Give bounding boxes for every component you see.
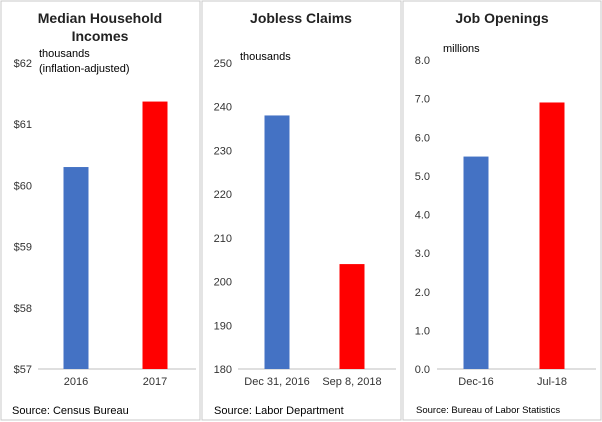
panel-3-bar-jul-18 bbox=[539, 102, 565, 370]
panel-1-unit-line-2: (inflation-adjusted) bbox=[39, 63, 130, 75]
panel-3-y-tick-label: 6.0 bbox=[415, 132, 430, 144]
panel-3-y-tick-label: 0.0 bbox=[415, 364, 430, 376]
panel-3-y-tick-label: 2.0 bbox=[415, 287, 430, 299]
panel-3-bar-dec-16 bbox=[463, 156, 489, 369]
panel-1-y-tick-label: $62 bbox=[14, 58, 32, 70]
panel-2-bar-sep-8-2018 bbox=[339, 264, 365, 369]
panel-1-title-line-1: Median Household bbox=[38, 10, 162, 26]
panel-1-y-tick-label: $59 bbox=[14, 242, 32, 254]
panel-2-frame bbox=[201, 0, 402, 421]
panel-2-y-tick-label: 190 bbox=[214, 320, 232, 332]
panel-1-frame bbox=[0, 0, 201, 421]
panel-3-title: Job Openings bbox=[455, 10, 549, 26]
panel-1-bar-2016 bbox=[63, 167, 89, 369]
panel-3-y-tick-label: 3.0 bbox=[415, 248, 430, 260]
panel-1-y-tick-label: $60 bbox=[14, 180, 32, 192]
panel-3-x-tick-label: Dec-16 bbox=[458, 376, 493, 388]
panel-3-x-tick-label: Jul-18 bbox=[537, 376, 567, 388]
panel-1-y-tick-label: $61 bbox=[14, 119, 32, 131]
panel-3-y-tick-label: 5.0 bbox=[415, 171, 430, 183]
panel-1-x-tick-label: 2016 bbox=[64, 376, 88, 388]
panel-2-x-tick-label: Dec 31, 2016 bbox=[244, 376, 309, 388]
panel-2-y-tick-label: 180 bbox=[214, 364, 232, 376]
panel-2-unit: thousands bbox=[240, 51, 291, 63]
panel-1-source: Source: Census Bureau bbox=[12, 405, 129, 417]
panel-1-title-line-2: Incomes bbox=[72, 28, 129, 44]
panel-3-frame bbox=[402, 0, 602, 421]
panel-2-y-tick-label: 250 bbox=[214, 58, 232, 70]
panel-3-source: Source: Bureau of Labor Statistics bbox=[416, 405, 560, 416]
panel-2-y-tick-label: 200 bbox=[214, 277, 232, 289]
panel-2-y-tick-label: 240 bbox=[214, 102, 232, 114]
panel-2-x-tick-label: Sep 8, 2018 bbox=[322, 376, 381, 388]
panel-1-unit-line-1: thousands bbox=[39, 48, 90, 60]
panel-2-title: Jobless Claims bbox=[250, 10, 352, 26]
panel-3-y-tick-label: 7.0 bbox=[415, 94, 430, 106]
panel-3-y-tick-label: 8.0 bbox=[415, 55, 430, 67]
panel-3-y-tick-label: 4.0 bbox=[415, 210, 430, 222]
panel-1-x-tick-label: 2017 bbox=[143, 376, 167, 388]
panel-2-y-tick-label: 230 bbox=[214, 145, 232, 157]
panel-2-bar-dec-31-2016 bbox=[264, 115, 290, 369]
panel-2-y-tick-label: 220 bbox=[214, 189, 232, 201]
panel-2-source: Source: Labor Department bbox=[214, 405, 344, 417]
panel-1-y-tick-label: $58 bbox=[14, 303, 32, 315]
panel-1-y-tick-label: $57 bbox=[14, 364, 32, 376]
panel-3-unit: millions bbox=[443, 43, 480, 55]
panel-3-y-tick-label: 1.0 bbox=[415, 325, 430, 337]
panel-1-bar-2017 bbox=[142, 101, 168, 369]
panel-2-y-tick-label: 210 bbox=[214, 233, 232, 245]
